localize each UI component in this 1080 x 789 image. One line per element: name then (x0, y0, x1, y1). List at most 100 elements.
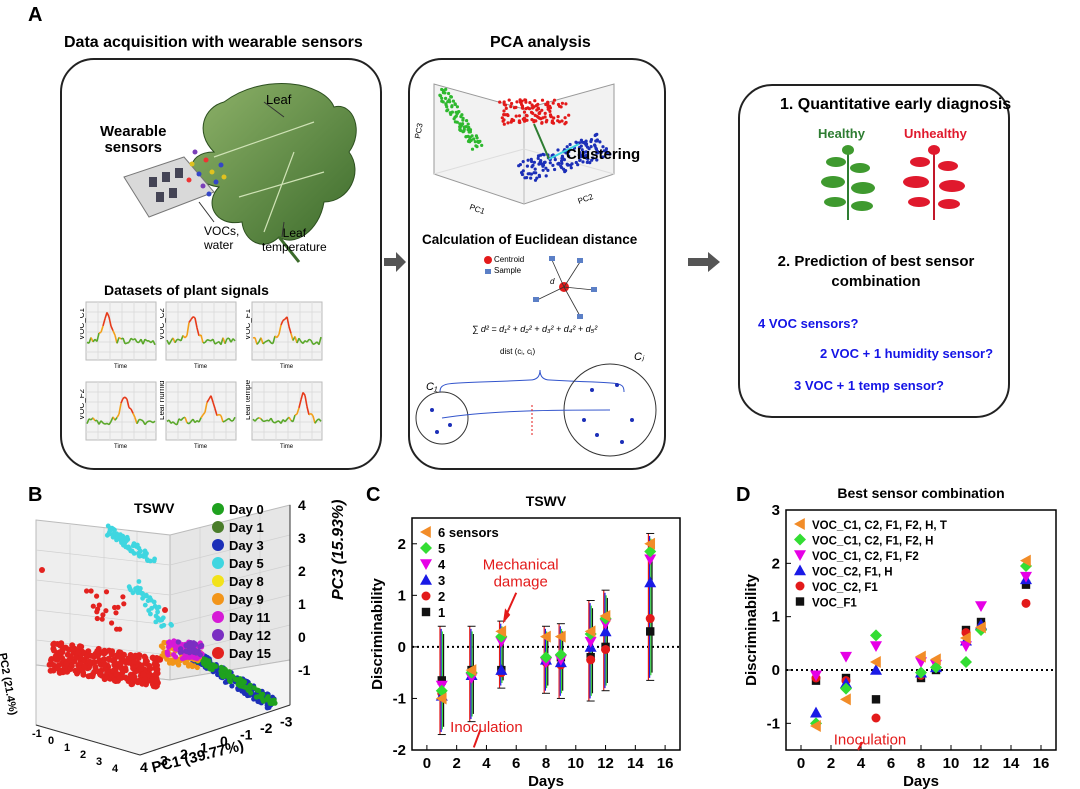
data-point (930, 661, 942, 674)
legend-label: 5 (438, 541, 445, 556)
leaf-label: Leaf (266, 92, 292, 107)
pc2-tick: 4 (112, 763, 119, 775)
legend-marker (794, 550, 806, 561)
data-point (960, 656, 972, 668)
x-tick-label: 2 (452, 755, 460, 772)
signal-plot-xlabel: Time (114, 364, 128, 370)
data-point (1020, 554, 1031, 567)
centroid-label: Centroid (494, 255, 525, 264)
data-point (495, 625, 507, 638)
legend-marker (212, 539, 224, 551)
pc2-tick: 1 (64, 742, 70, 754)
svg-text:d: d (550, 277, 555, 286)
signal-plot-ylabel: VOC_C2 (160, 307, 166, 340)
pc3-axis-label: PC3 (15.93%) (330, 499, 347, 601)
x-tick-label: 12 (597, 755, 614, 772)
pc3-tick: -1 (298, 662, 311, 678)
legend-item: Day 8 (212, 572, 271, 590)
legend-label: VOC_C1, C2, F1, F2 (812, 551, 919, 563)
legend-item: Day 15 (212, 644, 271, 662)
data-point (930, 653, 941, 666)
pc2-tick: 3 (96, 756, 102, 768)
signal-plot: VOC_C1 Time (77, 300, 160, 375)
data-point (840, 682, 852, 695)
y-tick-label: 1 (772, 609, 780, 626)
signal-plot-xlabel: Time (280, 364, 294, 370)
legend-label: VOC_F1 (812, 598, 857, 610)
data-point (584, 625, 596, 638)
chart-title: Best sensor combination (837, 485, 1004, 501)
pc3-tick: 2 (298, 563, 306, 579)
sensor-patch (123, 156, 215, 218)
data-point (644, 537, 656, 550)
pc3-tick: 3 (298, 530, 306, 546)
pca-axis-z: PC3 (414, 122, 425, 139)
data-point (584, 636, 597, 648)
signal-plot: Leaf humidity Time (157, 372, 240, 455)
question-2: 2 VOC + 1 humidity sensor? (820, 346, 994, 361)
x-axis-label: Days (903, 773, 939, 789)
data-point (435, 684, 448, 697)
legend-label: 6 sensors (438, 525, 499, 540)
cluster-blue (517, 132, 612, 182)
signal-plot-chart: VOC_C1 Time (77, 301, 157, 370)
data-point (1020, 571, 1032, 583)
annotation: Inoculation (450, 719, 523, 736)
legend-marker (794, 564, 806, 576)
question-1: 4 VOC sensors? (758, 316, 859, 331)
pc1-tick: 2 (180, 746, 188, 762)
legend-item: Day 9 (212, 590, 271, 608)
euclidean-diagram: d ∑ d² = d₁² + d₂² + d₃² + d₄² + d₅² dis… (415, 256, 657, 457)
legend-label: Day 9 (229, 591, 264, 607)
svg-text:C₁: C₁ (426, 381, 438, 393)
data-point (1021, 598, 1031, 608)
x-tick-label: 4 (482, 755, 491, 772)
pca-axis-y: PC2 (577, 192, 595, 206)
signal-plot-chart: VOC_C2 Time (157, 301, 237, 370)
panel-a-letter: A (28, 4, 43, 26)
x-tick-label: 0 (797, 755, 805, 772)
pc1-tick: 1 (200, 740, 208, 756)
signal-plot-xlabel: Time (194, 364, 208, 370)
annotation: Inoculation (834, 732, 907, 749)
clustering-label: Clustering (566, 146, 641, 163)
data-point (646, 627, 655, 636)
x-tick-label: 14 (627, 755, 644, 772)
arrow-right-2 (688, 252, 720, 272)
legend-marker (212, 647, 224, 659)
svg-text:dist (cᵢ, cⱼ): dist (cᵢ, cⱼ) (500, 347, 535, 356)
data-point (975, 621, 986, 634)
legend-label: 2 (438, 589, 445, 604)
x-tick-label: 2 (827, 755, 835, 772)
panel-d-letter: D (736, 484, 751, 506)
legend-marker (794, 533, 806, 546)
x-axis-label: Days (528, 773, 564, 789)
svg-text:∑ d² = d₁² + d₂² + d₃² + d₄² +: ∑ d² = d₁² + d₂² + d₃² + d₄² + d₅² (472, 324, 598, 334)
legend-marker (420, 542, 432, 554)
data-point (540, 630, 551, 643)
leaf-temperature-label: Leaf temperature (262, 226, 327, 254)
y-tick-label: 2 (398, 536, 406, 553)
pc1-tick: -1 (240, 727, 253, 743)
signal-plot-ylabel: VOC_F1 (246, 308, 252, 340)
legend-marker (212, 503, 224, 515)
data-point (645, 614, 655, 624)
data-point (871, 713, 881, 723)
cluster-green (438, 87, 484, 151)
legend-marker (420, 559, 432, 570)
section1-title: Data acquisition with wearable sensors (64, 34, 363, 51)
pca-axis-x: PC1 (468, 202, 486, 214)
legend-label: Day 1 (229, 519, 264, 535)
data-point (586, 655, 596, 665)
signal-plot-chart: VOC_F2 Time (77, 381, 157, 450)
question-3: 3 VOC + 1 temp sensor? (794, 378, 944, 393)
x-tick-label: 0 (423, 755, 431, 772)
data-point (870, 664, 882, 675)
data-point (870, 656, 881, 668)
legend-label: Day 12 (229, 627, 271, 643)
signal-plot-ylabel: Leaf temperature (246, 380, 252, 420)
pc1-tick: 4 (140, 759, 148, 775)
data-point (435, 692, 447, 705)
